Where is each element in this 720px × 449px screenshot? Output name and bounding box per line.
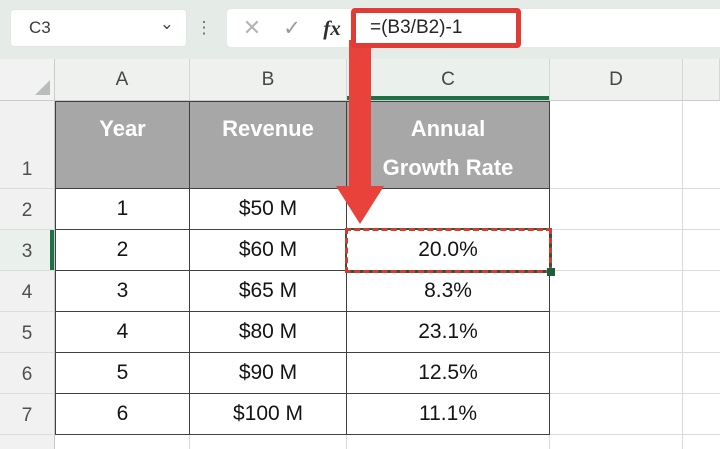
row-header-1[interactable]: 1 [0,101,55,189]
cell-e1[interactable] [683,101,720,189]
formula-bar-drag-handle-icon[interactable]: ⋮ [195,18,213,37]
cell-growth[interactable]: 11.1% [347,394,550,435]
cell-growth[interactable]: 8.3% [347,271,550,312]
spreadsheet-grid: A B C D 1 Year Revenue Annual Growth Rat… [0,59,720,449]
row-header[interactable]: 2 [0,189,55,230]
cell-empty-d[interactable] [550,271,683,312]
cell-year[interactable]: 6 [55,394,190,435]
cell-year[interactable]: 2 [55,230,190,271]
cell-empty-e[interactable] [683,394,720,435]
cell-d1[interactable] [550,101,683,189]
name-box-value: C3 [29,18,51,37]
cell-year[interactable]: 3 [55,271,190,312]
cell-a1-year-header[interactable]: Year [55,101,190,189]
select-all-button[interactable] [0,59,55,101]
cell-d8[interactable] [550,435,683,449]
cell-growth[interactable]: 23.1% [347,312,550,353]
cell-revenue[interactable]: $60 M [190,230,347,271]
cell-year[interactable]: 5 [55,353,190,394]
cell-empty-d[interactable] [550,353,683,394]
name-box[interactable]: C3 ⌄ [10,9,187,47]
cell-empty-e[interactable] [683,230,720,271]
row-header[interactable]: 7 [0,394,55,435]
row-header[interactable]: 4 [0,271,55,312]
cell-revenue[interactable]: $100 M [190,394,347,435]
formula-text: =(B3/B2)-1 [370,17,463,38]
cell-c8[interactable] [347,435,550,449]
cell-growth[interactable] [347,189,550,230]
cell-revenue[interactable]: $80 M [190,312,347,353]
fill-handle[interactable] [547,268,555,276]
select-all-triangle-icon [35,80,50,95]
cell-b8[interactable] [190,435,347,449]
enter-button[interactable]: ✓ [283,16,301,40]
cell-revenue[interactable]: $90 M [190,353,347,394]
chevron-down-icon[interactable]: ⌄ [159,14,174,33]
cell-growth[interactable]: 12.5% [347,353,550,394]
cancel-button[interactable]: ✕ [242,15,262,40]
cell-empty-d[interactable] [550,189,683,230]
cell-revenue[interactable]: $50 M [190,189,347,230]
column-header-c[interactable]: C [347,59,550,101]
row-header[interactable]: 5 [0,312,55,353]
cell-c1-growth-header[interactable]: Annual Growth Rate [347,101,550,189]
column-header-b[interactable]: B [190,59,347,101]
cell-empty-e[interactable] [683,271,720,312]
column-header-d[interactable]: D [550,59,683,101]
cell-empty-e[interactable] [683,189,720,230]
cell-empty-e[interactable] [683,312,720,353]
cell-year[interactable]: 1 [55,189,190,230]
cell-empty-d[interactable] [550,312,683,353]
row-header-partial[interactable] [0,435,55,449]
cell-empty-d[interactable] [550,230,683,271]
column-header-partial[interactable] [683,59,720,101]
cell-revenue[interactable]: $65 M [190,271,347,312]
cell-empty-e[interactable] [683,353,720,394]
cell-empty-d[interactable] [550,394,683,435]
formula-input[interactable]: =(B3/B2)-1 [351,8,521,48]
row-header[interactable]: 6 [0,353,55,394]
cell-year[interactable]: 4 [55,312,190,353]
cell-growth[interactable]: 20.0% [347,230,550,271]
column-header-a[interactable]: A [55,59,190,101]
cell-b1-revenue-header[interactable]: Revenue [190,101,347,189]
row-header[interactable]: 3 [0,230,55,271]
cell-a8[interactable] [55,435,190,449]
cell-e8[interactable] [683,435,720,449]
insert-function-button[interactable]: fx [323,15,341,40]
